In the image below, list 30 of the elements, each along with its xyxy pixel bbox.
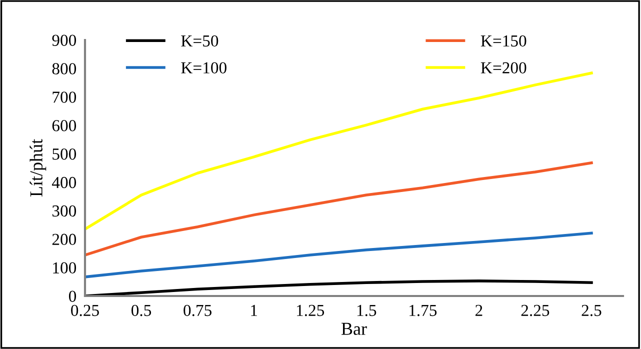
line-series [85, 232, 593, 278]
y-tick-label: 900 [52, 34, 76, 46]
legend-label: K=150 [480, 35, 526, 47]
line-series [85, 72, 593, 231]
y-tick-label: 400 [52, 176, 76, 188]
x-tick-label: 0.75 [184, 304, 212, 316]
x-tick-label: 1.5 [357, 304, 376, 316]
x-tick-label: 2.5 [582, 304, 602, 316]
x-tick-label: 1.25 [296, 304, 324, 316]
y-tick-label: 800 [52, 63, 76, 74]
x-tick-label: 0.25 [71, 304, 99, 316]
y-tick-label: 200 [52, 234, 76, 246]
y-tick-label: 700 [52, 92, 76, 103]
y-tick-label: 500 [52, 148, 76, 160]
x-tick-label: 0.5 [131, 304, 152, 316]
y-tick-label: 0 [68, 290, 76, 302]
legend-label: K=100 [181, 62, 226, 74]
x-axis-title: Bar [341, 322, 367, 335]
y-tick-label: 300 [52, 205, 76, 217]
legend-label: K=50 [181, 35, 218, 47]
line-series [85, 280, 593, 296]
y-tick-label: 100 [53, 262, 76, 274]
line-series [85, 161, 593, 256]
x-tick-label: 2.25 [521, 304, 550, 316]
x-tick-label: 2 [476, 304, 482, 316]
y-tick-label: 600 [52, 120, 76, 132]
y-axis-title: Lít/phút [30, 139, 46, 197]
x-tick-label: 1 [251, 304, 257, 316]
x-tick-label: 1.75 [410, 304, 437, 316]
legend-label: K=200 [480, 62, 526, 74]
